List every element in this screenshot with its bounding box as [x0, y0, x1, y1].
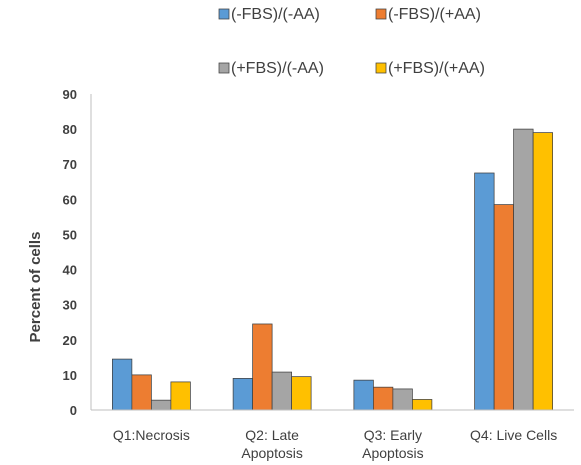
y-tick-label: 20	[63, 333, 77, 348]
bars	[112, 128, 553, 411]
y-tick-label: 10	[63, 368, 77, 383]
bar-(-FBS)/(-AA)	[474, 172, 495, 411]
legend-swatch	[375, 8, 387, 20]
x-tick-label-line: Q2: Late	[245, 427, 299, 443]
y-tick-label: 30	[63, 298, 77, 313]
legend-label: (-FBS)/(+AA)	[388, 6, 481, 23]
x-tick-label-line: Apoptosis	[241, 445, 302, 461]
y-tick-label: 40	[63, 263, 77, 278]
bar-(-FBS)/(-AA)	[112, 358, 133, 411]
x-tick-label-line: Apoptosis	[362, 445, 423, 461]
x-tick-label: Q4: Live Cells	[470, 427, 557, 443]
y-axis: 0 10 20 30 40 50 60 70 80 90	[63, 87, 92, 418]
x-tick-label: Q2: Late Apoptosis	[241, 427, 302, 461]
y-tick-label: 70	[63, 157, 77, 172]
x-tick-label: Q1:Necrosis	[113, 427, 190, 443]
y-tick-label: 0	[70, 403, 77, 418]
y-tick-label: 50	[63, 227, 77, 242]
legend-swatch	[218, 8, 230, 20]
x-axis: Q1:Necrosis Q2: Late Apoptosis Q3: Early Apo…	[113, 427, 557, 461]
y-axis-label: Percent of cells	[27, 232, 44, 343]
legend: (-FBS)/(-AA) (-FBS)/(+AA) (+FBS)/(-AA) (+FB…	[218, 6, 485, 77]
y-tick-label: 90	[63, 87, 77, 102]
bar-(-FBS)/(+AA)	[131, 374, 152, 411]
x-tick-label-line: Q3: Early	[364, 427, 422, 443]
legend-label: (+FBS)/(-AA)	[231, 60, 324, 77]
x-tick-label: Q3: Early Apoptosis	[362, 427, 423, 461]
bar-(+FBS)/(+AA)	[532, 132, 553, 411]
y-tick-label: 60	[63, 192, 77, 207]
x-tick-label-line: Q1:Necrosis	[113, 427, 190, 443]
bar-(-FBS)/(+AA)	[252, 323, 273, 411]
legend-swatch	[218, 62, 230, 74]
bar-(+FBS)/(+AA)	[170, 381, 191, 411]
y-tick-label: 80	[63, 122, 77, 137]
legend-label: (-FBS)/(-AA)	[231, 6, 320, 23]
bar-(-FBS)/(-AA)	[232, 378, 253, 411]
bar-(+FBS)/(-AA)	[271, 371, 292, 411]
bar-(-FBS)/(+AA)	[373, 386, 394, 411]
bar-(+FBS)/(-AA)	[513, 128, 534, 411]
legend-label: (+FBS)/(+AA)	[388, 60, 485, 77]
bar-(-FBS)/(-AA)	[353, 379, 374, 411]
legend-swatch	[375, 62, 387, 74]
bar-(+FBS)/(+AA)	[291, 376, 312, 411]
bar-(+FBS)/(-AA)	[392, 388, 413, 411]
bar-(+FBS)/(-AA)	[151, 399, 172, 411]
bar-(+FBS)/(+AA)	[412, 399, 433, 411]
x-tick-label-line: Q4: Live Cells	[470, 427, 557, 443]
bar-(-FBS)/(+AA)	[493, 204, 514, 411]
